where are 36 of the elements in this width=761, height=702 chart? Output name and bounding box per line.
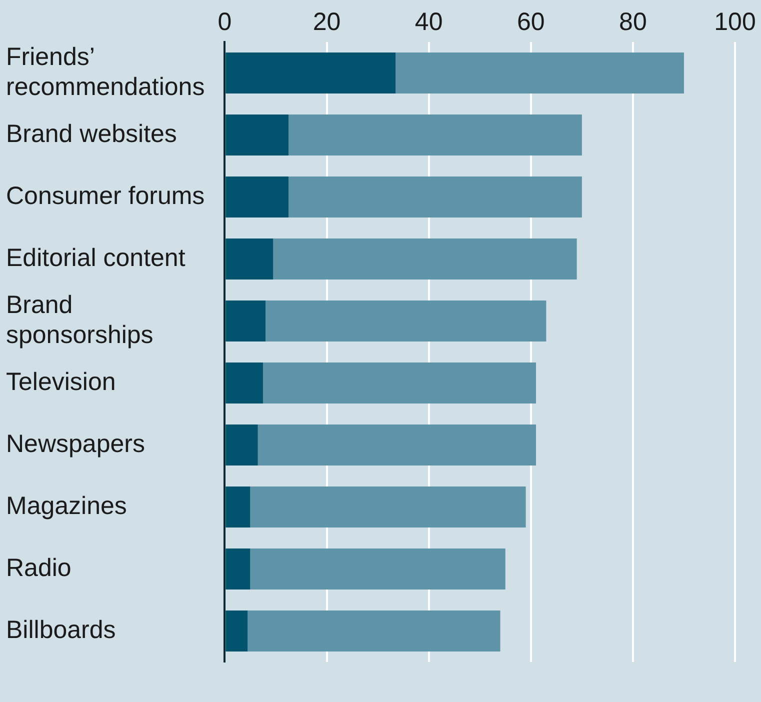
x-tick-label: 80 [619,8,647,36]
bar [250,548,506,590]
bar [226,548,250,590]
bar [250,486,526,528]
bar [396,52,684,94]
bar [226,176,288,218]
y-tick-label: Television [6,368,116,396]
bar [266,300,546,342]
y-tick-label: Consumer forums [6,182,205,210]
y-tick-label: Brand sponsorships [6,290,154,349]
y-tick-label: Billboards [6,616,116,644]
x-tick-label: 100 [714,8,756,36]
y-tick-label: Friends’ recommendations [6,42,205,101]
bar [226,424,258,466]
bar [226,238,274,280]
bar [226,300,266,342]
x-tick-label: 40 [414,8,443,36]
y-tick-label: Editorial content [6,244,186,272]
bar [226,362,263,404]
bar [273,238,577,280]
y-tick-label: Radio [6,554,72,582]
y-tick-label: Brand websites [6,120,177,148]
bar [258,424,536,466]
y-tick-label: Magazines [6,492,127,520]
x-tick-label: 20 [312,8,341,36]
bar [262,362,536,404]
bar [226,486,250,528]
bar [226,114,288,156]
bar [226,52,396,94]
y-tick-label: Newspapers [6,430,145,458]
bar [288,176,582,218]
bar [288,114,582,156]
x-tick-label: 0 [218,8,232,36]
bar [248,610,500,652]
bar [226,610,248,652]
x-tick-label: 60 [516,8,545,36]
